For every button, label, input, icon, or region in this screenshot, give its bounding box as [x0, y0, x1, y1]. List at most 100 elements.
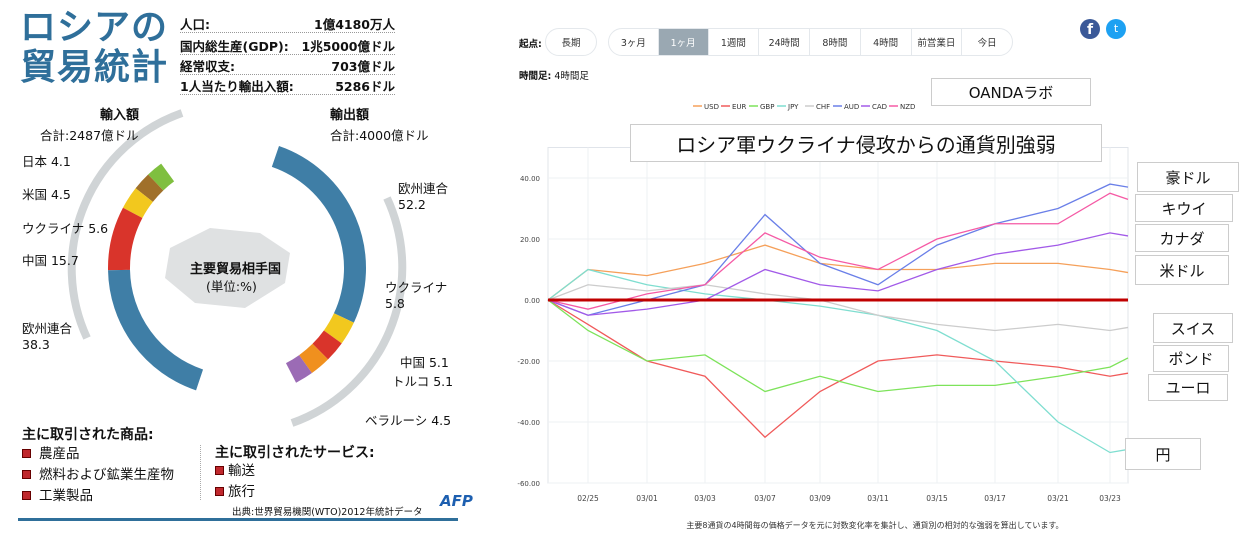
series-line-cad — [547, 232, 1129, 316]
services-title: 主に取引されたサービス: — [215, 445, 375, 461]
stat-row: 経常収支: 703億ドル — [180, 56, 395, 75]
russia-trade-infographic: ロシアの 貿易統計 人口: 1億4180万人 国内総生産(GDP): 1兆5000億… — [0, 0, 475, 533]
exports-title: 輸出額 — [330, 108, 370, 123]
x-tick-label: 03/23 — [1099, 494, 1121, 503]
plot-area — [547, 147, 1129, 484]
period-today[interactable]: 今日 — [977, 38, 997, 49]
export-label-ukraine: ウクライナ 5.8 — [385, 280, 448, 311]
list-item: 旅行 — [215, 482, 255, 503]
exports-total: 合計:4000億ドル — [330, 128, 429, 143]
list-item: 農産品 — [22, 444, 174, 465]
export-slice — [271, 146, 366, 323]
x-tick-label: 03/21 — [1047, 494, 1069, 503]
series-line-jpy — [547, 268, 1129, 454]
period-4h[interactable]: 4時間 — [861, 29, 912, 55]
export-label-china: 中国 5.1 — [400, 355, 449, 370]
services-list: 輸送 旅行 — [215, 461, 255, 503]
x-tick-label: 03/03 — [694, 494, 716, 503]
stat-row: 国内総生産(GDP): 1兆5000億ドル — [180, 36, 395, 55]
legend-label: USD — [704, 103, 719, 111]
stat-value: 1兆5000億ドル — [301, 39, 396, 54]
x-tick-label: 03/11 — [867, 494, 889, 503]
import-label-japan: 日本 4.1 — [22, 154, 71, 169]
period-3m[interactable]: 3ヶ月 — [609, 29, 659, 55]
russia-map — [165, 228, 290, 308]
x-tick-label: 03/15 — [926, 494, 948, 503]
bullet-icon — [215, 487, 224, 496]
timeframe: 時間足: 4時間足 — [519, 68, 589, 82]
title-line1: ロシアの — [20, 7, 169, 48]
trade-donut — [67, 109, 407, 427]
stat-label: 人口: — [180, 17, 210, 32]
stat-value: 5286ドル — [335, 79, 395, 94]
import-arrow — [67, 109, 184, 340]
stat-label: 国内総生産(GDP): — [180, 39, 289, 54]
twitter-icon[interactable]: t — [1106, 19, 1126, 39]
divider — [200, 445, 201, 500]
y-tick-label: 0.00 — [524, 297, 540, 305]
legend-label: AUD — [844, 103, 859, 111]
legend-label: CAD — [872, 103, 887, 111]
bullet-icon — [22, 449, 31, 458]
annotation-usd: 米ドル — [1135, 255, 1229, 285]
imports-total: 合計:2487億ドル — [40, 128, 139, 143]
goods-title: 主に取引された商品: — [22, 427, 154, 443]
period-1w[interactable]: 1週間 — [709, 29, 760, 55]
export-label-eu: 欧州連合 52.2 — [398, 181, 449, 212]
list-item: 工業製品 — [22, 486, 174, 507]
facebook-icon[interactable]: f — [1080, 19, 1100, 39]
x-tick-label: 03/01 — [636, 494, 658, 503]
origin-label: 起点: — [519, 39, 542, 50]
y-tick-label: 20.00 — [520, 236, 540, 244]
bullet-icon — [22, 491, 31, 500]
stat-row: 1人当たり輸出入額: 5286ドル — [180, 76, 395, 95]
x-tick-label: 03/09 — [809, 494, 831, 503]
import-slice — [122, 188, 154, 219]
stat-row: 人口: 1億4180万人 — [180, 14, 395, 33]
long-term-button[interactable]: 長期 — [545, 28, 597, 56]
import-label-china: 中国 15.7 — [22, 253, 79, 268]
import-slice — [135, 174, 164, 203]
title-line2: 貿易統計 — [20, 47, 169, 88]
export-slice — [285, 354, 312, 383]
goods-item: 工業製品 — [39, 488, 93, 504]
series-line-usd — [547, 244, 1129, 301]
period-1m[interactable]: 1ヶ月 — [658, 29, 709, 55]
annotation-chf: スイス — [1153, 313, 1233, 343]
period-24h[interactable]: 24時間 — [759, 29, 810, 55]
import-slice — [108, 207, 143, 271]
currency-strength-panel: 起点: 長期 3ヶ月 1ヶ月 1週間 24時間 8時間 4時間 前営業日 今日 … — [505, 0, 1245, 533]
import-slice — [148, 163, 175, 191]
service-item: 輸送 — [228, 463, 255, 479]
annotation-jpy: 円 — [1125, 438, 1201, 470]
legend-label: JPY — [787, 103, 799, 111]
list-item: 燃料および鉱業生産物 — [22, 465, 174, 486]
currency-line-chart: 40.00 20.00 0.00 -20.00 -40.00 -60.00 02/25 03/… — [517, 103, 1129, 503]
bottom-rule — [18, 518, 458, 521]
y-tick-label: 40.00 — [520, 175, 540, 183]
annotation-aud: 豪ドル — [1137, 162, 1239, 192]
footnote: 主要8通貨の4時間毎の価格データを元に対数変化率を集計し、通貨別の相対的な強弱を… — [686, 521, 1064, 530]
afp-logo: AFP — [440, 492, 473, 510]
chart-title: ロシア軍ウクライナ侵攻からの通貨別強弱 — [630, 124, 1102, 162]
center-unit: (単位:%) — [206, 279, 257, 294]
annotation-nzd: キウイ — [1135, 194, 1233, 222]
import-slice — [108, 269, 204, 391]
legend-label: NZD — [900, 103, 915, 111]
y-tick-label: -20.00 — [517, 358, 540, 366]
export-slice — [298, 343, 329, 374]
service-item: 旅行 — [228, 484, 255, 500]
y-tick-label: -60.00 — [517, 480, 540, 488]
series-line-chf — [547, 284, 1129, 332]
series-line-nzd — [547, 192, 1129, 310]
annotation-gbp: ポンド — [1153, 345, 1229, 372]
period-8h[interactable]: 8時間 — [810, 29, 861, 55]
period-prev-day[interactable]: 前営業日 — [912, 29, 963, 55]
import-label-us: 米国 4.5 — [22, 187, 71, 202]
long-term-label[interactable]: 長期 — [561, 38, 581, 49]
import-label-eu: 欧州連合 38.3 — [22, 321, 73, 352]
list-item: 輸送 — [215, 461, 255, 482]
annotation-cad: カナダ — [1135, 224, 1229, 252]
goods-item: 農産品 — [39, 446, 80, 462]
timeframe-value: 4時間足 — [554, 71, 589, 82]
